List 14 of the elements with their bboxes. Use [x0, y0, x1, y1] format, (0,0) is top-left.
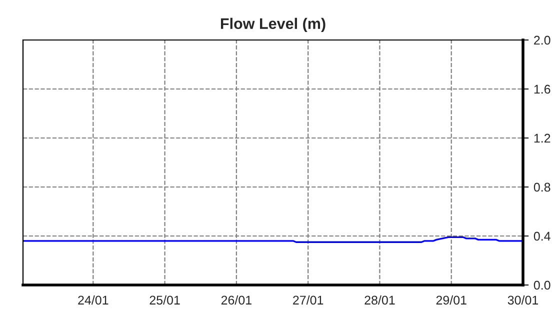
- x-tick-label: 29/01: [436, 295, 466, 305]
- y-tick-label: 0.4: [534, 232, 550, 241]
- x-tick-label: 27/01: [293, 295, 324, 305]
- chart-title: Flow Level (m): [220, 18, 326, 32]
- y-tick-label: 1.2: [534, 134, 550, 143]
- x-tick-label: 24/01: [78, 295, 108, 305]
- x-tick-label: 30/01: [508, 295, 538, 305]
- x-tick-label: 25/01: [150, 295, 180, 305]
- y-tick-label: 1.6: [534, 84, 550, 94]
- x-tick-label: 26/01: [221, 295, 252, 305]
- x-tick-label: 28/01: [364, 295, 395, 305]
- y-tick-label: 0.8: [534, 182, 550, 192]
- y-tick-label: 2.0: [534, 36, 550, 45]
- y-tick-label: 0.0: [534, 280, 550, 290]
